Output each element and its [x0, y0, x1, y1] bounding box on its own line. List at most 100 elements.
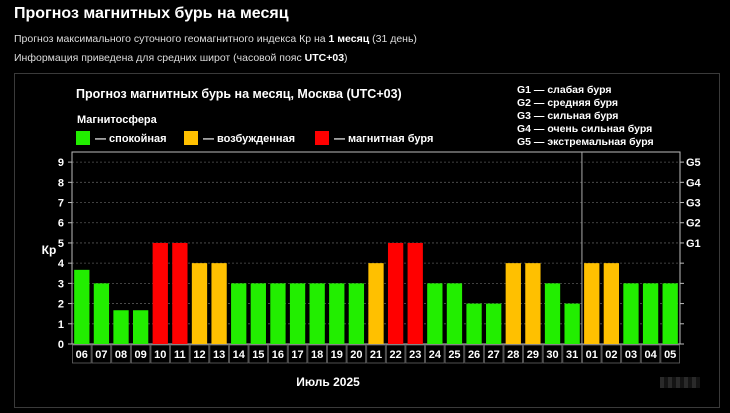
chart-title: Прогноз магнитных бурь на месяц, Москва … [76, 87, 402, 101]
x-tick-label: 28 [507, 349, 519, 361]
x-tick-label: 14 [233, 349, 246, 361]
bar-14 [231, 283, 247, 344]
storm-level-label: G2 [686, 218, 701, 230]
bar-24 [427, 283, 443, 344]
x-tick-label: 04 [644, 349, 657, 361]
bar-02 [603, 263, 620, 344]
storm-legend-item: G4 — очень сильная буря [517, 123, 652, 135]
storm-level-label: G4 [686, 177, 702, 189]
watermark [660, 377, 700, 388]
x-tick-box [229, 344, 249, 364]
bar-13 [211, 263, 227, 344]
x-tick-label: 10 [154, 349, 166, 361]
bar-03 [623, 283, 639, 344]
page-title: Прогноз магнитных бурь на месяц [14, 5, 289, 22]
bar-09 [132, 310, 149, 344]
storm-legend-item: G1 — слабая буря [517, 84, 612, 96]
x-tick-label: 02 [605, 349, 617, 361]
x-tick-box [307, 344, 327, 364]
x-tick-box [444, 344, 465, 364]
x-tick-label: 23 [409, 349, 421, 361]
x-axis-label: Июль 2025 [296, 375, 360, 389]
x-tick-label: 05 [664, 349, 676, 361]
bar-19 [329, 283, 345, 344]
x-tick-box [542, 344, 563, 364]
storm-level-label: G1 [686, 238, 701, 250]
bar-29 [525, 263, 541, 344]
bar-18 [309, 283, 325, 344]
x-tick-box [366, 344, 386, 364]
bar-31 [564, 303, 580, 344]
x-tick-box [327, 344, 347, 364]
x-tick-box [405, 344, 425, 364]
storm-legend-item: G3 — сильная буря [517, 110, 618, 122]
x-tick-label: 12 [193, 349, 205, 361]
x-tick-box [130, 344, 151, 364]
y-tick-label: 2 [58, 299, 64, 311]
status-legend: — спокойная — возбужденная — магнитная бур… [76, 131, 433, 145]
x-tick-label: 09 [135, 349, 147, 361]
x-tick-label: 21 [370, 349, 382, 361]
x-tick-box [385, 344, 406, 364]
x-tick-box [503, 344, 523, 364]
x-tick-label: 18 [311, 349, 323, 361]
x-tick-box [562, 344, 582, 364]
x-tick-box [91, 344, 112, 364]
x-tick-box [72, 344, 92, 364]
kp-forecast-chart: Прогноз магнитных бурь на месяц, Москва … [42, 84, 702, 389]
y-tick-label: 3 [58, 278, 64, 290]
bar-22 [387, 242, 404, 344]
x-tick-box [483, 344, 504, 364]
legend-label: — магнитная буря [334, 133, 433, 145]
x-tick-label: 11 [174, 349, 186, 361]
storm-legend-item: G5 — экстремальная буря [517, 136, 654, 148]
storm-legend-item: G2 — средняя буря [517, 97, 618, 109]
bar-20 [348, 283, 365, 344]
x-tick-label: 15 [252, 349, 264, 361]
y-tick-label: 0 [58, 339, 64, 351]
x-tick-box [209, 344, 229, 364]
y-axis-label: Кр [42, 243, 57, 257]
y-tick-label: 4 [58, 258, 65, 270]
x-tick-label: 13 [213, 349, 225, 361]
storm-level-label: G5 [686, 157, 701, 169]
x-tick-label: 24 [429, 349, 442, 361]
x-tick-box [248, 344, 269, 364]
x-tick-label: 20 [350, 349, 362, 361]
bar-28 [505, 263, 521, 344]
legend-swatch [76, 131, 90, 145]
y-tick-label: 7 [58, 198, 64, 210]
x-tick-box [268, 344, 288, 364]
x-tick-label: 03 [625, 349, 637, 361]
x-tick-box [660, 344, 680, 364]
y-tick-label: 9 [58, 157, 64, 169]
x-tick-box [425, 344, 445, 364]
x-tick-label: 07 [95, 349, 107, 361]
x-tick-label: 22 [389, 349, 401, 361]
x-tick-box [523, 344, 543, 364]
x-tick-label: 30 [546, 349, 558, 361]
bar-11 [172, 242, 188, 344]
bar-04 [642, 283, 659, 344]
legend-swatch [184, 131, 198, 145]
legend-label: — возбужденная [203, 133, 295, 145]
bar-07 [93, 283, 110, 344]
x-tick-box [640, 344, 661, 364]
forecast-description: Прогноз максимального суточного геомагни… [14, 33, 417, 45]
legend-title: Магнитосфера [77, 114, 158, 126]
bar-25 [446, 283, 463, 344]
x-tick-box [150, 344, 170, 364]
x-tick-box [170, 344, 190, 364]
x-tick-box [464, 344, 484, 364]
bar-10 [152, 242, 168, 344]
storm-level-label: G3 [686, 198, 701, 210]
x-tick-box [582, 344, 602, 364]
legend-label: — спокойная [95, 133, 167, 145]
x-tick-label: 01 [586, 349, 598, 361]
bar-26 [466, 303, 482, 344]
bar-27 [486, 303, 502, 344]
x-tick-label: 31 [566, 349, 578, 361]
bar-23 [407, 242, 423, 344]
